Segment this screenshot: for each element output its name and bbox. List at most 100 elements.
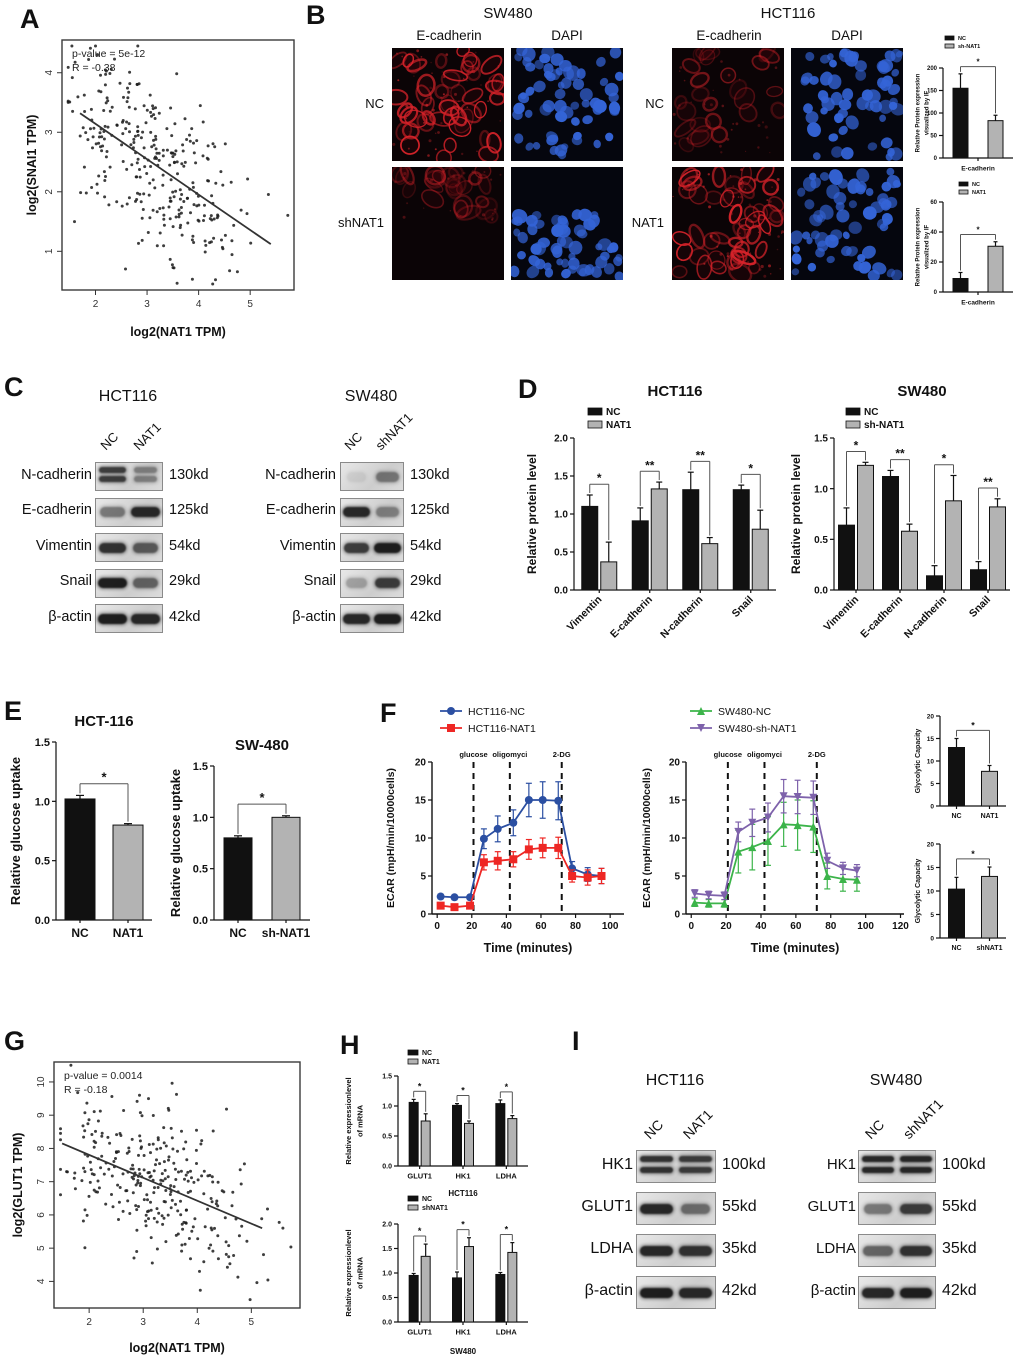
svg-text:*: * — [976, 58, 980, 67]
blot-protein-label: GLUT1 — [807, 1198, 856, 1216]
blot-protein-label: β-actin — [48, 608, 92, 625]
svg-text:E-cadherin: E-cadherin — [961, 166, 995, 173]
svg-text:SW480: SW480 — [897, 383, 946, 400]
svg-text:5: 5 — [930, 912, 934, 919]
svg-text:1.0: 1.0 — [35, 796, 50, 808]
svg-text:sh-NAT1: sh-NAT1 — [262, 926, 311, 940]
svg-text:HCT116-NAT1: HCT116-NAT1 — [468, 723, 536, 735]
svg-text:log2(SNAI1 TPM): log2(SNAI1 TPM) — [25, 115, 39, 216]
blot-size-label: 130kd — [169, 466, 209, 483]
svg-text:10: 10 — [415, 834, 427, 845]
svg-text:3: 3 — [140, 1317, 146, 1328]
svg-text:E-cadherin: E-cadherin — [608, 594, 655, 641]
svg-text:80: 80 — [570, 921, 582, 932]
blot-lane-label: NC — [96, 429, 121, 453]
sw480-nc-row-label: NC — [365, 96, 384, 111]
svg-text:1.0: 1.0 — [193, 812, 208, 824]
blot-band-image — [95, 497, 163, 527]
svg-text:60: 60 — [535, 921, 547, 932]
svg-text:sh-NAT1: sh-NAT1 — [958, 44, 980, 50]
panel-b-letter: B — [306, 0, 326, 30]
blot-size-label: 42kd — [169, 608, 201, 625]
svg-text:1.5: 1.5 — [554, 472, 568, 483]
blot-size-label: 55kd — [942, 1197, 977, 1215]
svg-text:*: * — [461, 1220, 465, 1230]
svg-text:shNAT1: shNAT1 — [977, 945, 1003, 952]
svg-text:0: 0 — [930, 935, 934, 942]
svg-text:Time (minutes): Time (minutes) — [484, 941, 573, 955]
svg-text:**: ** — [645, 458, 655, 472]
svg-text:Vimentin: Vimentin — [565, 594, 605, 634]
svg-text:0.5: 0.5 — [814, 535, 828, 546]
svg-text:*: * — [505, 1225, 509, 1235]
blot-protein-label: HK1 — [826, 1156, 856, 1174]
svg-text:2.0: 2.0 — [382, 1222, 392, 1229]
svg-text:LDHA: LDHA — [496, 1172, 517, 1181]
blot-protein-label: E-cadherin — [265, 502, 336, 518]
svg-text:NC: NC — [951, 945, 961, 952]
hct116-dapi-header: DAPI — [831, 28, 863, 43]
svg-text:NC: NC — [972, 182, 980, 188]
svg-text:60: 60 — [930, 200, 937, 206]
svg-text:*: * — [101, 770, 107, 785]
glycolytic-capacity-chart-sw480: 0 5 10 15 20 Glycolytic Capacity NC shNAT1 * — [912, 826, 1016, 960]
blot-size-label: 100kd — [722, 1155, 766, 1173]
svg-text:N-cadherin: N-cadherin — [902, 594, 949, 641]
svg-text:80: 80 — [825, 921, 837, 932]
svg-text:*: * — [854, 439, 859, 453]
svg-text:shNAT1: shNAT1 — [422, 1205, 448, 1212]
svg-text:20: 20 — [721, 921, 733, 932]
panel-g-letter: G — [4, 1026, 26, 1056]
svg-text:*: * — [461, 1086, 465, 1096]
blot-protein-label: β-actin — [584, 1281, 633, 1299]
blot-band-image — [340, 462, 404, 491]
svg-text:0.5: 0.5 — [35, 856, 50, 868]
svg-text:120: 120 — [892, 921, 909, 932]
blot-cell-line-title: HCT116 — [98, 388, 158, 405]
sw480-if-title: SW480 — [483, 5, 533, 22]
svg-text:200: 200 — [927, 66, 938, 72]
svg-text:Snail: Snail — [967, 594, 993, 620]
svg-text:NC: NC — [864, 407, 878, 418]
svg-text:8: 8 — [36, 1145, 47, 1151]
if-image-hct116-nat1-dapi — [791, 167, 903, 280]
svg-text:2-DG: 2-DG — [553, 750, 571, 759]
svg-text:1.5: 1.5 — [382, 1074, 392, 1081]
svg-text:p-value = 0.0014: p-value = 0.0014 — [64, 1070, 143, 1082]
svg-text:SW-480: SW-480 — [235, 737, 289, 754]
svg-text:*: * — [971, 720, 975, 730]
svg-text:10: 10 — [36, 1076, 47, 1088]
blot-band-image — [636, 1276, 716, 1309]
svg-text:Vimentin: Vimentin — [821, 594, 861, 634]
svg-text:SW480-sh-NAT1: SW480-sh-NAT1 — [718, 723, 797, 735]
svg-text:R = -0.18: R = -0.18 — [64, 1084, 108, 1096]
svg-text:Time (minutes): Time (minutes) — [751, 941, 840, 955]
svg-text:**: ** — [696, 448, 706, 462]
glut1-nat1-correlation-scatter: 2 3 4 5 4 5 6 7 8 9 10 p-value = 0.0014 R = -0.18 log… — [10, 1046, 310, 1358]
blot-size-label: 29kd — [169, 573, 201, 589]
svg-text:6: 6 — [36, 1212, 47, 1218]
svg-text:0: 0 — [420, 910, 426, 921]
blot-band-image — [340, 568, 404, 598]
svg-text:N-cadherin: N-cadherin — [658, 594, 705, 641]
svg-text:SW480: SW480 — [450, 1347, 477, 1356]
svg-text:glucose: glucose — [459, 750, 487, 759]
blot-protein-label: N-cadherin — [265, 466, 336, 483]
blot-protein-label: E-cadherin — [21, 502, 92, 518]
svg-text:20: 20 — [927, 841, 935, 848]
svg-text:15: 15 — [927, 865, 935, 872]
svg-text:ECAR (mpH/min/10000cells): ECAR (mpH/min/10000cells) — [385, 768, 397, 908]
svg-text:15: 15 — [927, 736, 935, 743]
blot-size-label: 29kd — [410, 573, 442, 589]
svg-text:20: 20 — [669, 758, 681, 769]
hct116-nat1-row-label: NAT1 — [631, 215, 664, 230]
svg-text:10: 10 — [927, 758, 935, 765]
svg-text:HCT116: HCT116 — [448, 1189, 478, 1198]
svg-text:*: * — [942, 452, 947, 466]
svg-text:15: 15 — [669, 796, 681, 807]
svg-text:GLUT1: GLUT1 — [407, 1172, 432, 1181]
svg-text:1.5: 1.5 — [35, 737, 50, 749]
svg-text:0.5: 0.5 — [382, 1295, 392, 1302]
blot-protein-label: Snail — [59, 573, 92, 589]
